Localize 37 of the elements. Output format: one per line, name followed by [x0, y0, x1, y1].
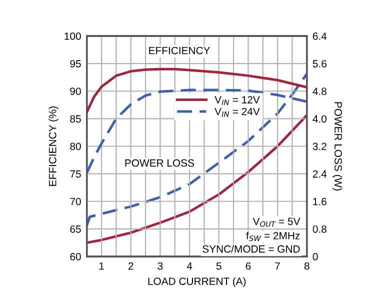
annotation: EFFICIENCY [149, 46, 210, 54]
legend-label: V$_{IN}$ = 12V [214, 96, 260, 106]
y2-tick-label: 6.4 [312, 32, 327, 40]
y-tick-label: 95 [70, 60, 81, 68]
annotation: f$_{SW}$ = 2MHz [246, 232, 300, 242]
y-tick-label: 70 [70, 198, 81, 206]
y2-tick-label: 5.6 [312, 60, 326, 68]
x-tick-label: 8 [304, 262, 310, 270]
y-tick-label: 65 [70, 225, 81, 233]
legend-label: V$_{IN}$ = 24V [214, 108, 260, 117]
y2-tick-label: 2.4 [312, 170, 327, 178]
annotation: POWER LOSS [125, 159, 194, 167]
annotation: V$_{OUT}$ = 5V [252, 218, 300, 227]
y-axis-title: EFFICIENCY (%) [48, 106, 58, 186]
y2-tick-label: 0.8 [312, 225, 326, 233]
y2-axis-title: POWER LOSS (W) [332, 102, 342, 190]
y-tick-label: 85 [70, 115, 81, 123]
y-tick-label: 90 [70, 88, 81, 95]
x-axis-title: LOAD CURRENT (A) [148, 277, 246, 288]
x-tick-label: 7 [275, 262, 280, 270]
x-tick-label: 5 [216, 262, 222, 270]
x-tick-label: 4 [186, 262, 192, 270]
annotation: SYNC/MODE = GND [202, 245, 300, 253]
y-tick-label: 100 [64, 32, 81, 40]
y-tick-label: 75 [70, 170, 81, 178]
y2-tick-label: 4.8 [312, 88, 326, 95]
y-tick-label: 60 [70, 253, 81, 260]
x-tick-label: 2 [128, 262, 134, 270]
y2-tick-label: 3.2 [312, 142, 326, 150]
x-tick-label: 6 [246, 262, 251, 270]
y2-tick-label: 4.0 [312, 115, 326, 123]
x-tick-label: 3 [158, 262, 163, 270]
x-tick-label: 1 [99, 262, 104, 270]
line-series [86, 72, 307, 227]
y2-tick-label: 0 [312, 253, 318, 260]
y-tick-label: 80 [70, 142, 81, 150]
y2-tick-label: 1.6 [313, 198, 326, 206]
